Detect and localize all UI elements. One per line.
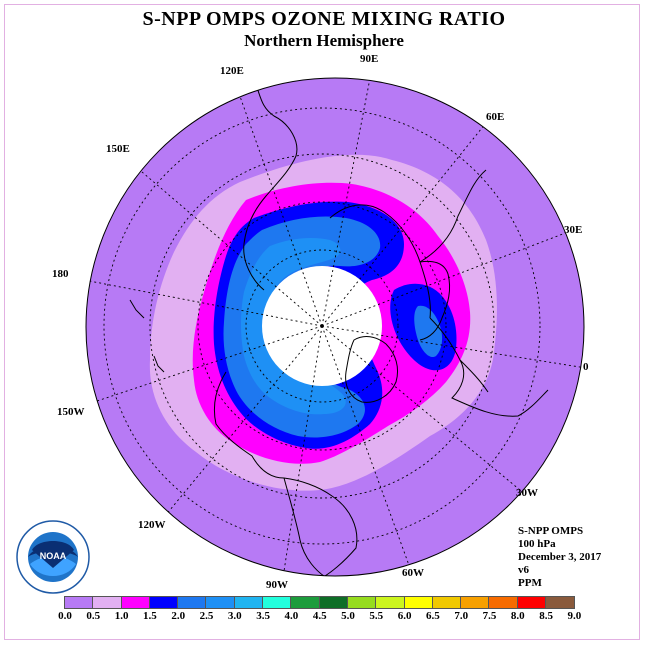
colorbar-tick-label: 2.5 xyxy=(199,610,214,622)
colorbar-tick-label: 7.0 xyxy=(454,610,469,622)
colorbar-tick-label: 0.5 xyxy=(86,610,101,622)
info-instrument: S-NPP OMPS xyxy=(518,525,584,537)
lon-label-90e: 90E xyxy=(360,53,378,65)
colorbar-segment xyxy=(206,597,235,608)
colorbar-tick-label: 5.5 xyxy=(369,610,384,622)
info-units: PPM xyxy=(518,577,542,589)
colorbar-tick-label: 3.5 xyxy=(256,610,270,622)
meridian-150W xyxy=(87,325,323,405)
colorbar-segment xyxy=(517,597,547,608)
colorbar-ticks: 0.0 0.5 1.0 1.5 2.0 2.5 3.0 3.5 4.0 4.5 5.0 5.5 6.0 6… xyxy=(0,610,648,624)
lon-label-60e: 60E xyxy=(486,111,504,123)
meridian-30E xyxy=(321,231,569,327)
lon-label-150w: 150W xyxy=(57,406,85,418)
colorbar-segment xyxy=(489,597,518,608)
colorbar-segment xyxy=(263,597,292,608)
colorbar-segment xyxy=(404,597,433,608)
colorbar-tick-label: 9.0 xyxy=(567,610,582,622)
lon-label-0: 0 xyxy=(583,361,589,373)
atlantic-medium-ozone-region xyxy=(414,305,443,358)
latitude-circle-70 xyxy=(245,249,399,403)
colorbar-segment xyxy=(234,597,264,608)
meridian-120W xyxy=(159,325,323,523)
map-title: S-NPP OMPS OZONE MIXING RATIO xyxy=(142,8,506,30)
colorbar-tick-label: 4.0 xyxy=(284,610,299,622)
lon-label-120e: 120E xyxy=(220,65,244,77)
colorbar xyxy=(64,596,576,609)
colorbar-segment xyxy=(461,597,490,608)
colorbar-tick-label: 2.0 xyxy=(171,610,186,622)
lon-label-90w: 90W xyxy=(266,579,288,591)
info-level: 100 hPa xyxy=(518,538,556,550)
colorbar-segment xyxy=(347,597,377,608)
colorbar-tick-label: 1.5 xyxy=(143,610,157,622)
colorbar-segment xyxy=(432,597,462,608)
colorbar-segment xyxy=(121,597,150,608)
lon-label-150e: 150E xyxy=(106,143,130,155)
map-disc-border xyxy=(85,77,585,577)
meridian-90E xyxy=(321,78,373,327)
graticule xyxy=(86,78,584,576)
lon-label-180: 180 xyxy=(52,268,69,280)
colorbar-tick-label: 4.5 xyxy=(312,610,327,622)
colorbar-segment xyxy=(546,597,575,608)
colorbar-tick-label: 0.0 xyxy=(58,610,72,622)
colorbar-segment xyxy=(376,597,405,608)
lon-label-30w: 30W xyxy=(516,487,538,499)
colorbar-tick-label: 6.0 xyxy=(397,610,412,622)
map-subtitle: Northern Hemisphere xyxy=(244,31,404,50)
meridian-180 xyxy=(86,277,323,327)
colorbar-segment xyxy=(65,597,94,608)
lon-label-120w: 120W xyxy=(138,519,166,531)
scandinavia-coastline xyxy=(419,260,451,341)
colorbar-tick-label: 5.0 xyxy=(341,610,355,622)
colorbar-tick-label: 7.5 xyxy=(482,610,497,622)
info-version: v6 xyxy=(518,564,529,576)
map-info-block: S-NPP OMPS 100 hPa December 3, 2017 v6 P… xyxy=(518,525,601,590)
colorbar-segment xyxy=(178,597,207,608)
noaa-logo: NOAA xyxy=(16,520,90,594)
colorbar-tick-label: 6.5 xyxy=(426,610,440,622)
lon-label-60w: 60W xyxy=(402,567,424,579)
light-blue-ozone-region xyxy=(241,238,346,415)
colorbar-segment xyxy=(291,597,320,608)
colorbar-tick-label: 3.0 xyxy=(227,610,242,622)
latitude-circle-40 xyxy=(103,107,541,545)
figure-frame xyxy=(4,4,640,640)
ozone-field xyxy=(86,78,584,576)
colorbar-segment xyxy=(93,597,122,608)
lon-label-30e: 30E xyxy=(564,224,582,236)
colorbar-tick-label: 8.5 xyxy=(539,610,553,622)
pacific-islands-coastline xyxy=(129,299,165,373)
meridian-90W xyxy=(281,325,323,576)
latitude-circle-60 xyxy=(197,201,447,451)
colorbar-tick-label: 8.0 xyxy=(510,610,525,622)
noaa-logo-text: NOAA xyxy=(40,551,67,561)
greenland-coastline xyxy=(345,336,399,403)
colorbar-segment xyxy=(319,597,348,608)
longitude-labels: 90E 120E 60E 150E 30E 180 0 150W 30W 120… xyxy=(52,53,589,591)
colorbar-segment xyxy=(149,597,179,608)
colorbar-tick-label: 1.0 xyxy=(114,610,129,622)
info-date: December 3, 2017 xyxy=(518,551,602,563)
north-america-coastline xyxy=(213,371,358,576)
latitude-circle-50 xyxy=(149,153,495,499)
